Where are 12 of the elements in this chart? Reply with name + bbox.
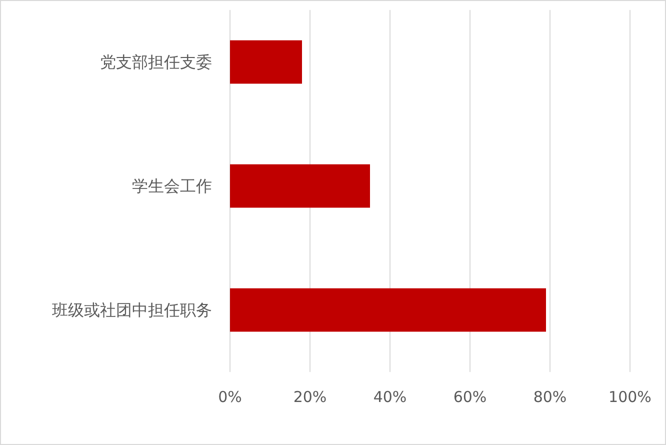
bar [230, 40, 302, 84]
y-tick-label: 学生会工作 [132, 176, 212, 196]
y-tick-label: 班级或社团中担任职务 [52, 300, 212, 320]
x-tick-label: 20% [293, 388, 327, 406]
x-tick-label: 40% [373, 388, 407, 406]
y-tick-label: 党支部担任支委 [100, 52, 212, 72]
x-tick-label: 60% [453, 388, 487, 406]
x-tick-label: 80% [533, 388, 567, 406]
bar [230, 164, 370, 208]
x-tick-label: 100% [608, 388, 652, 406]
x-tick-label: 0% [218, 388, 242, 406]
bar [230, 288, 546, 332]
